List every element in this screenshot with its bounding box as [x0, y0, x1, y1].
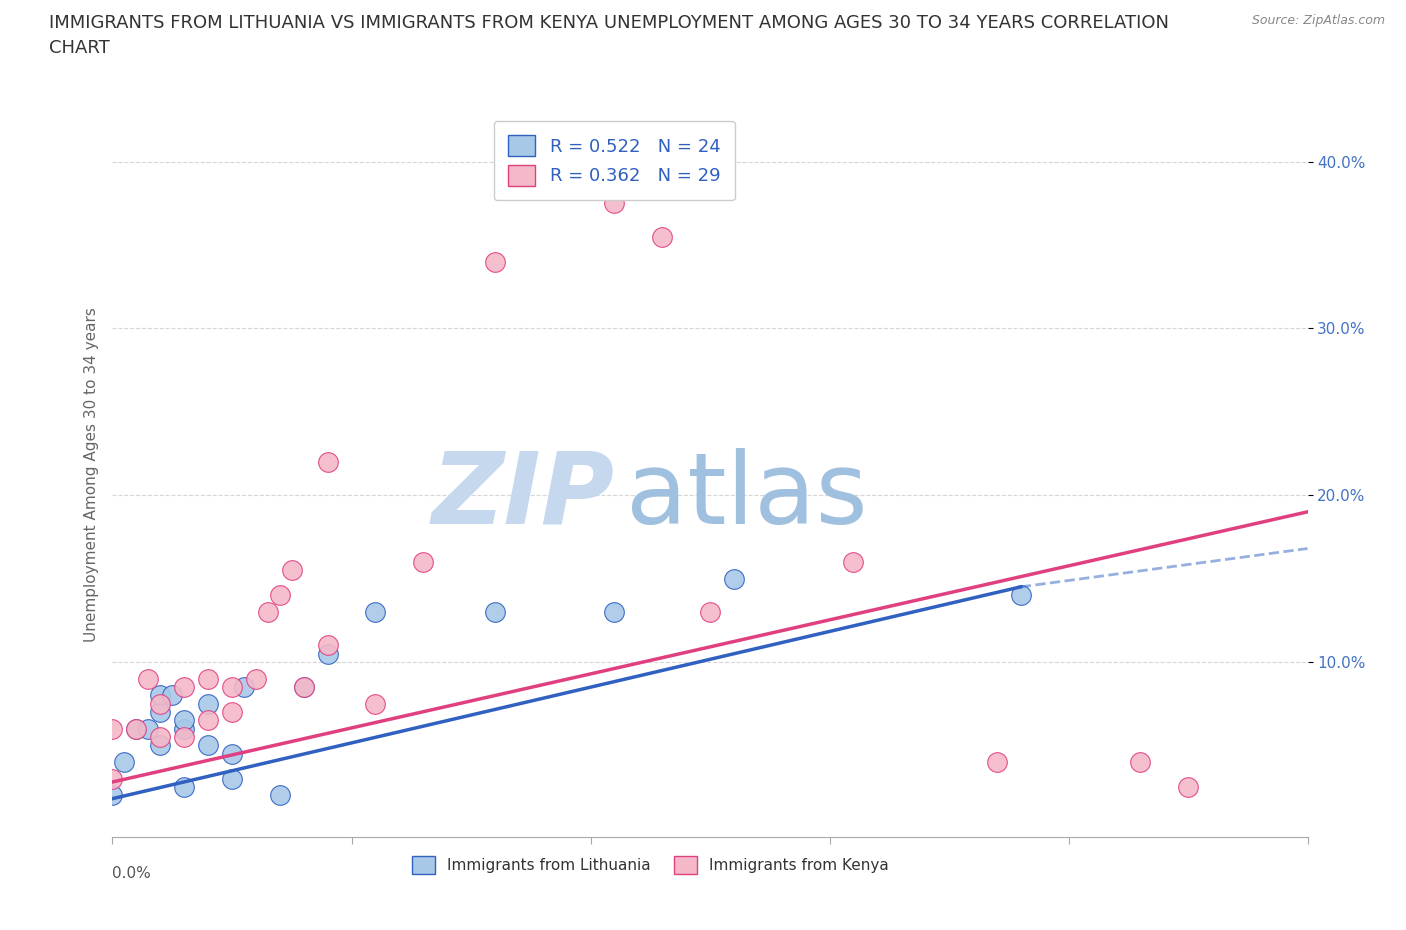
Point [221, 705, 243, 720]
Point [173, 729, 195, 744]
Text: IMMIGRANTS FROM LITHUANIA VS IMMIGRANTS FROM KENYA UNEMPLOYMENT AMONG AGES 30 TO: IMMIGRANTS FROM LITHUANIA VS IMMIGRANTS … [49, 14, 1170, 32]
Point [842, 554, 865, 569]
Point [603, 604, 626, 619]
Text: Source: ZipAtlas.com: Source: ZipAtlas.com [1251, 14, 1385, 27]
Point [316, 646, 339, 661]
Point [149, 705, 172, 720]
Point [292, 680, 315, 695]
Point [149, 688, 172, 703]
Point [269, 588, 291, 603]
Point [245, 671, 267, 686]
Point [138, 721, 160, 736]
Point [221, 680, 243, 695]
Point [316, 638, 339, 653]
Point [292, 680, 315, 695]
Point [412, 554, 434, 569]
Text: atlas: atlas [627, 447, 868, 545]
Point [197, 712, 219, 727]
Point [101, 788, 124, 803]
Point [173, 721, 195, 736]
Point [114, 754, 135, 769]
Legend: Immigrants from Lithuania, Immigrants from Kenya: Immigrants from Lithuania, Immigrants fr… [406, 850, 894, 880]
Point [221, 746, 243, 761]
Point [1010, 588, 1032, 603]
Point [173, 680, 195, 695]
Point [149, 729, 172, 744]
Point [149, 697, 172, 711]
Point [364, 604, 387, 619]
Point [221, 771, 243, 786]
Point [125, 721, 148, 736]
Point [316, 455, 339, 470]
Point [257, 604, 280, 619]
Point [1177, 779, 1199, 794]
Text: 0.0%: 0.0% [112, 866, 152, 881]
Point [197, 737, 219, 752]
Point [101, 771, 124, 786]
Point [1129, 754, 1152, 769]
Point [197, 697, 219, 711]
Point [484, 604, 506, 619]
Point [484, 254, 506, 269]
Point [138, 671, 160, 686]
Point [162, 688, 183, 703]
Point [603, 196, 626, 211]
Point [149, 737, 172, 752]
Point [986, 754, 1008, 769]
Point [197, 671, 219, 686]
Point [125, 721, 148, 736]
Point [723, 571, 745, 586]
Point [269, 788, 291, 803]
Point [281, 563, 304, 578]
Text: CHART: CHART [49, 39, 110, 57]
Y-axis label: Unemployment Among Ages 30 to 34 years: Unemployment Among Ages 30 to 34 years [83, 307, 98, 642]
Point [101, 721, 124, 736]
Point [233, 680, 256, 695]
Point [173, 712, 195, 727]
Point [173, 779, 195, 794]
Text: ZIP: ZIP [432, 447, 614, 545]
Point [651, 229, 673, 244]
Point [699, 604, 721, 619]
Point [364, 697, 387, 711]
